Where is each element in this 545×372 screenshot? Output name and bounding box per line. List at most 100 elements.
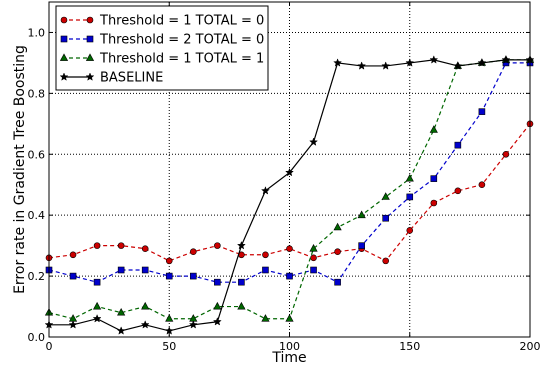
series-line [48,62,530,283]
data-point [453,61,463,70]
data-point [262,251,269,259]
data-point [405,174,414,182]
legend-label: Threshold = 2 TOTAL = 0 [99,33,264,48]
legend-label: Threshold = 1 TOTAL = 1 [99,52,264,67]
data-point [334,248,341,256]
series-4 [44,55,535,335]
data-point [357,61,367,70]
x-tick-label: 150 [399,340,420,353]
data-point [286,272,293,280]
data-point [236,240,246,250]
data-point [190,272,197,280]
legend-marker [85,72,95,81]
y-tick-label: 0.6 [28,148,46,161]
data-point [286,245,293,252]
legend-item: BASELINE [59,71,163,86]
data-point [261,314,270,322]
data-point [478,108,486,115]
axis-ticks: 0 50 100 150 200 0.0 0.2 0.4 0.6 0.8 1.0 [28,2,541,353]
x-tick-label: 100 [279,340,300,353]
data-point [502,150,510,158]
legend-marker [86,16,94,24]
legend: Threshold = 1 TOTAL = 0 Threshold = 2 TOT… [55,5,269,91]
data-point [382,214,390,222]
legend-label: Threshold = 1 TOTAL = 0 [99,14,264,29]
y-tick-label: 0.8 [28,87,46,100]
legend-marker [86,35,94,43]
data-point [117,242,125,249]
data-point [188,320,198,329]
data-point [238,278,245,286]
data-point [429,125,438,133]
legend-label: BASELINE [100,71,163,86]
data-point [93,242,101,249]
data-point [501,55,511,64]
legend-marker [60,35,68,43]
legend-item: Threshold = 1 TOTAL = 0 [60,14,264,29]
data-point [214,278,221,286]
data-point [454,141,462,149]
series-group [44,55,535,335]
data-point [164,326,174,335]
data-point [116,326,126,335]
data-point [140,320,150,329]
legend-item: Threshold = 2 TOTAL = 0 [60,33,264,48]
data-point [357,210,366,219]
data-point [213,301,222,310]
x-tick-label: 0 [46,340,53,353]
data-point [358,242,365,249]
data-point [92,314,102,323]
legend-marker [60,16,68,24]
x-tick-label: 200 [520,340,541,353]
data-point [309,244,318,252]
data-point [69,272,77,280]
data-point [141,266,149,274]
data-point [92,301,102,310]
data-point [237,301,246,310]
data-point [93,278,101,286]
y-tick-label: 1.0 [28,26,46,39]
data-point [310,266,317,274]
data-point [285,167,294,177]
y-tick-label: 0.4 [28,209,46,222]
data-point [117,266,125,274]
x-tick-label: 50 [162,340,176,353]
data-point [68,320,78,329]
data-point [285,314,294,322]
data-point [260,186,270,195]
data-point [310,254,317,262]
data-point [212,317,222,326]
data-point [430,199,438,207]
legend-marker [59,53,69,61]
data-point [334,278,341,286]
y-tick-label: 0.0 [28,331,46,344]
data-point [165,272,173,280]
data-point [190,248,197,256]
data-point [262,266,269,274]
data-point [454,187,462,195]
data-point [381,61,391,70]
data-point [382,257,390,265]
x-axis-label: Time [271,350,306,366]
data-point [429,55,439,64]
data-point [430,175,438,182]
data-point [117,308,126,316]
data-point [141,245,149,252]
data-point [406,227,414,234]
data-point [69,251,77,259]
legend-marker [59,72,69,81]
data-point [165,257,173,265]
data-point [406,193,414,201]
data-point [477,58,487,67]
data-point [214,242,221,249]
series-2 [45,59,534,286]
data-point [333,222,342,231]
data-point [478,181,486,189]
y-tick-label: 0.2 [28,270,46,283]
data-point [165,314,174,322]
data-point [333,58,343,67]
data-point [309,137,319,146]
data-point [141,301,150,310]
